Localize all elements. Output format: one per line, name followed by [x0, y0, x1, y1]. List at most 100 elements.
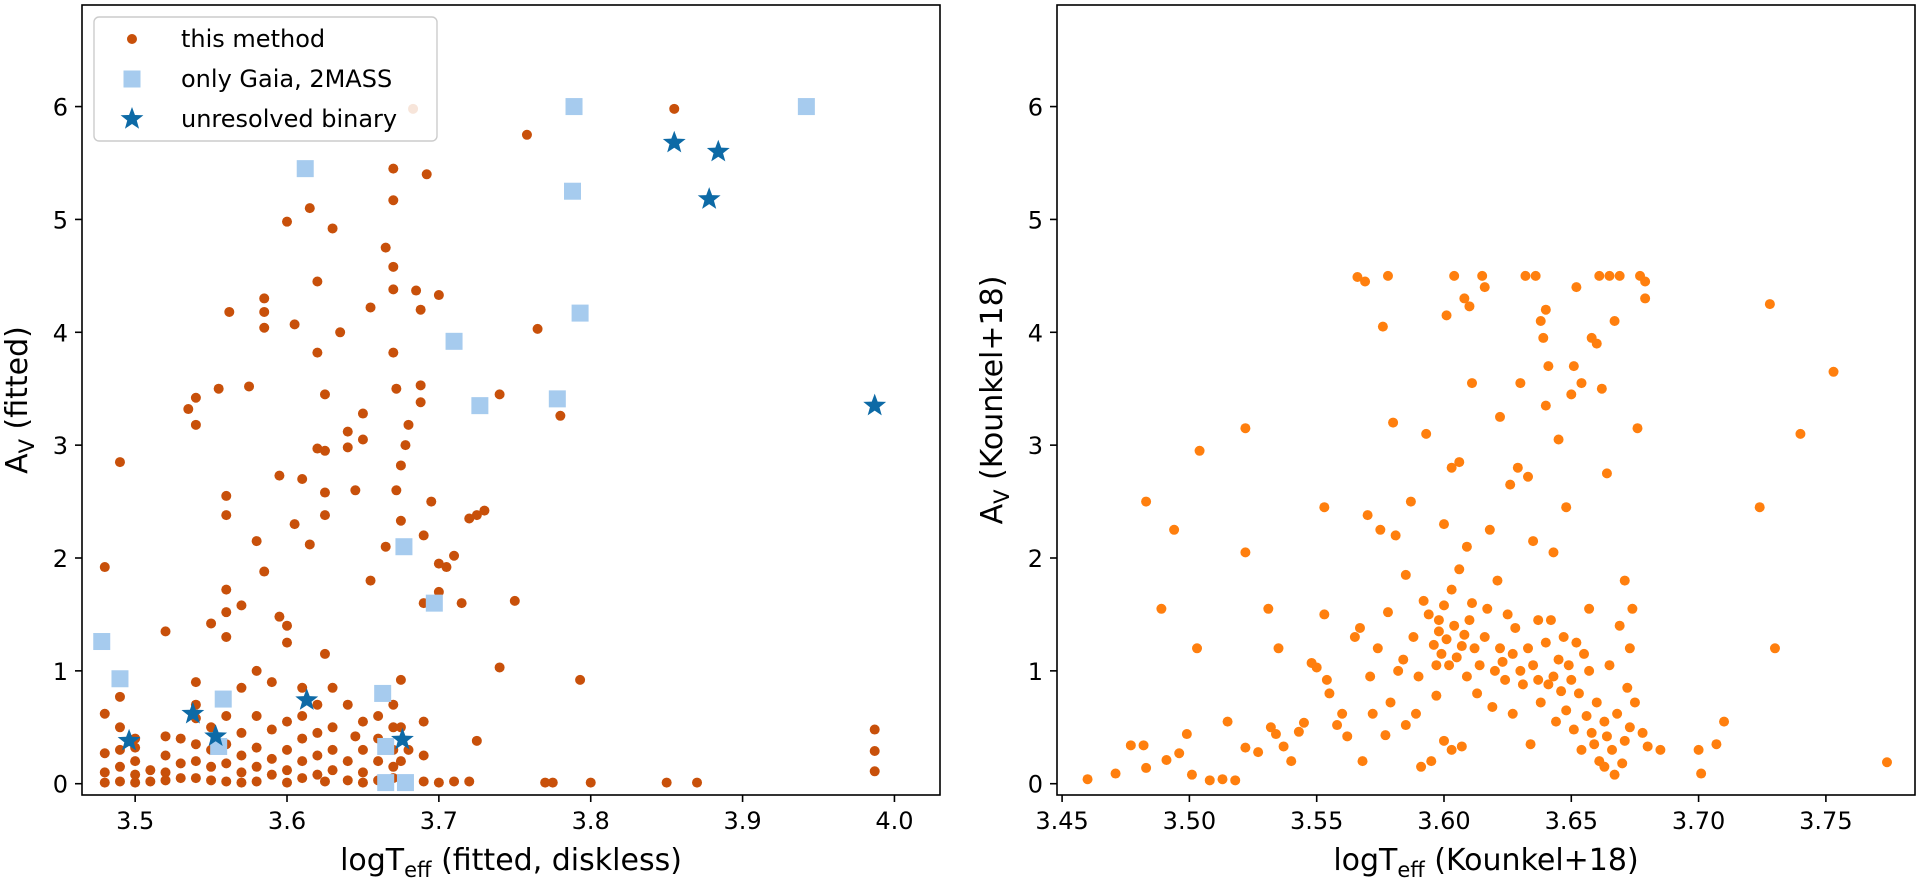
- x-tick-label: 3.5: [116, 807, 154, 835]
- kounkel-point: [1525, 739, 1536, 750]
- kounkel-point: [1515, 378, 1526, 389]
- left-x-axis-label: logTeff (fitted, diskless): [340, 843, 682, 882]
- this_method-point: [145, 776, 156, 787]
- binary-point: [181, 701, 205, 724]
- y-tick-label: 0: [1028, 771, 1043, 799]
- y-tick-label: 5: [53, 206, 68, 234]
- this_method-point: [221, 758, 232, 769]
- this_method-point: [183, 404, 194, 415]
- legend-entry: this method: [127, 25, 325, 53]
- this_method-point: [388, 699, 399, 710]
- this_method-point: [312, 443, 323, 454]
- this_method-point: [160, 750, 171, 761]
- this_method-point: [190, 773, 201, 784]
- this_method-point: [213, 383, 224, 394]
- y-tick-label: 3: [1028, 432, 1043, 460]
- this_method-point: [221, 711, 232, 721]
- this_method-point: [319, 648, 330, 659]
- only_gaia-point: [797, 98, 815, 116]
- kounkel-point: [1535, 316, 1546, 326]
- kounkel-point: [1298, 717, 1309, 728]
- this_method-point: [266, 769, 277, 780]
- this_method-point: [206, 775, 217, 786]
- this_method-point: [319, 510, 330, 521]
- this_method-point: [304, 203, 315, 214]
- kounkel-point: [1393, 665, 1404, 676]
- kounkel-point: [1535, 697, 1546, 708]
- this_method-point: [236, 767, 247, 778]
- kounkel-point: [1438, 600, 1449, 611]
- only_gaia-point: [377, 774, 395, 792]
- y-tick-label: 5: [1028, 206, 1043, 234]
- kounkel-point: [1459, 629, 1470, 640]
- kounkel-point: [1433, 626, 1444, 637]
- right-y-axis-label: AV (Kounkel+18): [975, 276, 1014, 525]
- this_method-point: [160, 731, 171, 742]
- this_method-point: [388, 195, 399, 206]
- kounkel-point: [1505, 479, 1516, 490]
- this_method-point: [388, 761, 399, 772]
- this_method-point: [145, 765, 156, 776]
- kounkel-point: [1456, 641, 1467, 652]
- left-y-axis-label: AV (fitted): [0, 326, 39, 474]
- kounkel-point: [1548, 547, 1559, 558]
- this_method-point: [160, 767, 171, 778]
- only_gaia-point: [296, 160, 314, 178]
- this_method-point: [289, 519, 300, 530]
- legend-marker-square: [123, 70, 141, 88]
- kounkel-point: [1416, 761, 1427, 772]
- this_method-point: [282, 777, 293, 788]
- kounkel-point: [1591, 697, 1602, 708]
- kounkel-point: [1477, 270, 1488, 281]
- kounkel-point: [1382, 270, 1393, 281]
- kounkel-point: [1573, 688, 1584, 699]
- kounkel-point: [1204, 775, 1215, 786]
- this_method-point: [464, 513, 475, 524]
- kounkel-point: [1469, 643, 1480, 654]
- this_method-point: [175, 758, 186, 769]
- this_method-point: [540, 777, 551, 788]
- this_method-point: [251, 711, 262, 721]
- only_gaia-point: [93, 633, 111, 651]
- this_method-point: [297, 711, 308, 721]
- only_gaia-point: [395, 538, 413, 556]
- kounkel-point: [1594, 270, 1605, 281]
- x-tick-label: 3.75: [1799, 807, 1852, 835]
- legend-label: unresolved binary: [181, 105, 397, 133]
- this_method-point: [433, 586, 444, 597]
- only_gaia-point: [425, 594, 443, 612]
- this_method-point: [395, 460, 406, 471]
- this_method-point: [236, 682, 247, 693]
- legend-entry: only Gaia, 2MASS: [123, 65, 392, 93]
- kounkel-point: [1474, 660, 1485, 671]
- this_method-point: [547, 777, 558, 788]
- kounkel-point: [1551, 716, 1562, 727]
- this_method-point: [479, 505, 490, 516]
- this_method-point: [160, 626, 171, 637]
- this_method-point: [464, 776, 475, 787]
- this_method-point: [380, 242, 391, 253]
- this_method-point: [426, 496, 437, 507]
- kounkel-point: [1495, 643, 1506, 654]
- kounkel-point: [1357, 756, 1368, 767]
- kounkel-point: [1217, 774, 1228, 785]
- this_method-point: [380, 541, 391, 552]
- kounkel-point: [1795, 428, 1806, 439]
- kounkel-point: [1614, 620, 1625, 631]
- this_method-point: [114, 457, 125, 468]
- x-tick-label: 3.9: [723, 807, 761, 835]
- kounkel-point: [1319, 609, 1330, 620]
- kounkel-point: [1601, 731, 1612, 742]
- kounkel-point: [1624, 722, 1635, 733]
- binary-point: [662, 130, 686, 153]
- kounkel-point: [1584, 665, 1595, 676]
- this_method-point: [236, 750, 247, 761]
- kounkel-series: [1082, 270, 1892, 786]
- this_method-point: [411, 285, 422, 296]
- kounkel-point: [1655, 744, 1666, 755]
- this_method-point: [282, 765, 293, 776]
- this_method-point: [421, 169, 432, 180]
- kounkel-point: [1464, 301, 1475, 312]
- kounkel-point: [1530, 270, 1541, 281]
- only_gaia-series: [93, 98, 815, 792]
